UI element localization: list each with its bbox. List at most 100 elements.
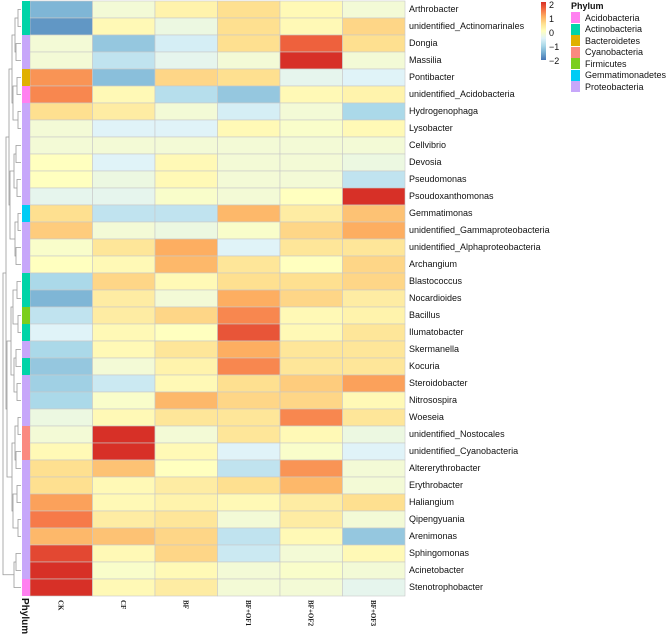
row-label: Altererythrobacter bbox=[409, 463, 481, 473]
heatmap-cell bbox=[217, 204, 281, 223]
legend-swatch bbox=[571, 23, 580, 35]
heatmap-cell bbox=[92, 527, 156, 546]
dendrogram-branch bbox=[17, 519, 21, 537]
heatmap-cell bbox=[279, 425, 343, 444]
heatmap-cell bbox=[92, 0, 156, 19]
heatmap-cell bbox=[279, 255, 343, 274]
heatmap-cell bbox=[154, 510, 218, 529]
heatmap-cell bbox=[217, 102, 281, 121]
row-label: Woeseia bbox=[409, 412, 444, 422]
color-scale-tick: 1 bbox=[549, 14, 555, 24]
dendrogram-branch bbox=[14, 425, 18, 461]
heatmap-cell bbox=[217, 374, 281, 393]
legend-label: Firmicutes bbox=[585, 58, 627, 69]
row-label: Haliangium bbox=[409, 497, 455, 507]
phylum-annotation-cell bbox=[22, 86, 30, 103]
phylum-annotation-cell bbox=[22, 137, 30, 154]
heatmap-cell bbox=[279, 136, 343, 155]
row-label: Arenimonas bbox=[409, 531, 458, 541]
dendrogram-branch bbox=[11, 442, 15, 512]
heatmap-cell bbox=[342, 34, 406, 53]
heatmap-cell bbox=[342, 187, 406, 206]
phylum-annotation-cell bbox=[22, 528, 30, 545]
heatmap-cell bbox=[342, 527, 406, 546]
heatmap-cell bbox=[342, 340, 406, 359]
heatmap-cell bbox=[217, 187, 281, 206]
dendrogram-branch bbox=[14, 221, 18, 257]
dendrogram-branch bbox=[15, 553, 21, 571]
heatmap-cell bbox=[154, 153, 218, 172]
heatmap-cell bbox=[154, 323, 218, 342]
legend-item: Firmicutes bbox=[571, 58, 627, 69]
heatmap-cell bbox=[29, 34, 93, 53]
heatmap-cell bbox=[342, 119, 406, 138]
heatmap-cell bbox=[279, 204, 343, 223]
heatmap-cell bbox=[342, 170, 406, 189]
heatmap-cell bbox=[92, 459, 156, 478]
heatmap-cell bbox=[92, 170, 156, 189]
heatmap-cell bbox=[92, 204, 156, 223]
phylum-annotation-cell bbox=[22, 205, 30, 222]
legend-label: Cyanobacteria bbox=[585, 47, 644, 57]
heatmap-cell bbox=[217, 17, 281, 36]
heatmap-cell bbox=[154, 51, 218, 70]
heatmap-cell bbox=[154, 357, 218, 376]
dendrogram-branch bbox=[17, 9, 21, 27]
heatmap-cell bbox=[342, 153, 406, 172]
column-label: BF+OF3 bbox=[368, 600, 377, 627]
heatmap-cell bbox=[154, 119, 218, 138]
phylum-annotation-cell bbox=[22, 171, 30, 188]
legend-label: Proteobacteria bbox=[585, 81, 644, 92]
heatmap-cell bbox=[279, 34, 343, 53]
heatmap-cell bbox=[92, 34, 156, 53]
column-label: BF+OF2 bbox=[306, 600, 315, 627]
heatmap-cell bbox=[217, 527, 281, 546]
heatmap-cell bbox=[92, 136, 156, 155]
heatmap-cell bbox=[29, 527, 93, 546]
heatmap-cell bbox=[154, 289, 218, 308]
phylum-annotation-cell bbox=[22, 1, 30, 18]
heatmap-cell bbox=[217, 289, 281, 308]
heatmap-cell bbox=[92, 340, 156, 359]
heatmap-cell bbox=[217, 170, 281, 189]
heatmap-cell bbox=[279, 238, 343, 257]
column-label: CF bbox=[118, 600, 127, 610]
row-label: Sphingomonas bbox=[409, 548, 470, 558]
heatmap-cell bbox=[29, 119, 93, 138]
heatmap-cell bbox=[92, 306, 156, 325]
heatmap-cell bbox=[342, 476, 406, 495]
heatmap-cell bbox=[29, 238, 93, 257]
heatmap-cell bbox=[217, 476, 281, 495]
dendrogram-branch bbox=[16, 383, 21, 401]
heatmap-cell bbox=[342, 204, 406, 223]
heatmap-cell bbox=[29, 68, 93, 87]
heatmap-cell bbox=[217, 357, 281, 376]
heatmap-cell bbox=[279, 119, 343, 138]
phylum-annotation-cell bbox=[22, 511, 30, 528]
heatmap-cell bbox=[342, 255, 406, 274]
heatmap-cell bbox=[217, 459, 281, 478]
phylum-annotation-cell bbox=[22, 18, 30, 35]
legend-swatch bbox=[571, 12, 580, 23]
heatmap-cell bbox=[279, 544, 343, 563]
row-label: Pontibacter bbox=[409, 72, 455, 82]
dendrogram-branch bbox=[13, 357, 17, 393]
legend-title: Phylum bbox=[571, 1, 604, 11]
heatmap-cell bbox=[154, 255, 218, 274]
heatmap-cell bbox=[342, 289, 406, 308]
heatmap-cell bbox=[217, 510, 281, 529]
dendrogram-branch bbox=[16, 281, 21, 299]
heatmap-cell bbox=[154, 102, 218, 121]
heatmap-cell bbox=[154, 34, 218, 53]
dendrogram-branch bbox=[15, 349, 21, 367]
heatmap-cell bbox=[342, 238, 406, 257]
heatmap-cell bbox=[217, 425, 281, 444]
heatmap-cell bbox=[217, 51, 281, 70]
heatmap-cell bbox=[279, 374, 343, 393]
dendrogram-branch bbox=[13, 561, 21, 588]
heatmap-cell bbox=[154, 238, 218, 257]
heatmap-cell bbox=[29, 493, 93, 512]
dendrogram-branch bbox=[16, 485, 21, 503]
dendrogram-branch bbox=[15, 43, 21, 61]
row-label: Kocuria bbox=[409, 361, 440, 371]
